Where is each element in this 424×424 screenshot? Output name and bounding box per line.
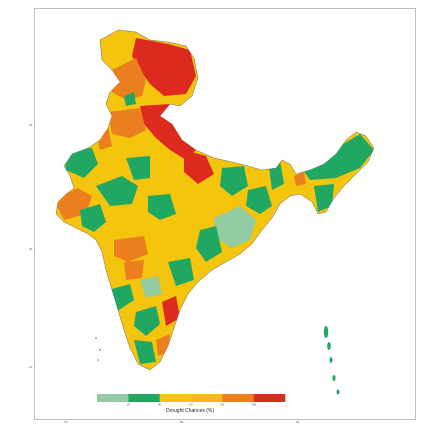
x-tick-label: 70	[64, 420, 68, 424]
region-east-lightgreen	[214, 206, 256, 248]
andaman-islands	[323, 326, 340, 395]
legend-tick-label: 20	[127, 403, 131, 407]
legend-tick-label: 60	[189, 403, 193, 407]
map-frame	[34, 8, 416, 420]
region-odisha-green	[196, 226, 222, 262]
legend-ticks: 20 40 60 80 100	[127, 403, 257, 407]
region-ne-green	[300, 134, 374, 180]
region-west-green	[80, 204, 106, 232]
region-deccan-green	[168, 258, 194, 286]
region-gujarat-green	[64, 148, 98, 178]
region-ne-orange	[294, 172, 306, 186]
region-south-orange	[124, 260, 144, 280]
y-tick-label: 30	[29, 123, 33, 127]
region-south-red	[162, 296, 180, 326]
legend-swatch	[253, 394, 286, 402]
region-central-orange	[114, 236, 148, 262]
x-tick-label: 80	[180, 420, 184, 424]
region-north-red	[140, 104, 196, 160]
region-south-green2	[134, 306, 160, 336]
region-bihar-green	[220, 166, 248, 196]
region-kerala-green	[134, 340, 156, 364]
legend-swatch	[97, 394, 129, 402]
legend-tick-label: 40	[158, 403, 162, 407]
region-rajasthan-green	[96, 176, 138, 206]
legend-title: Drought Chances (%)	[165, 408, 215, 414]
legend-swatch	[222, 394, 254, 402]
y-tick-label: 10	[29, 365, 33, 369]
y-tick-label: 20	[29, 247, 33, 251]
lakshadweep-islands	[95, 337, 101, 361]
region-central-green	[148, 194, 176, 220]
legend-tick-label: 100	[251, 403, 256, 407]
legend-swatch	[159, 394, 192, 402]
region-mp-green	[126, 156, 150, 180]
region-north-orange	[108, 108, 146, 138]
legend-swatch	[191, 394, 223, 402]
x-axis-ticks: 70 80 90	[64, 420, 300, 424]
legend-tick-label: 80	[221, 403, 225, 407]
region-ne-green2	[314, 184, 334, 212]
x-tick-label: 90	[296, 420, 300, 424]
region-kashmir-orange	[112, 58, 146, 100]
y-axis-ticks: 30 20 10	[29, 123, 33, 369]
region-ladakh-green	[124, 92, 136, 106]
legend-color-bar	[97, 394, 286, 402]
legend-swatch	[128, 394, 160, 402]
region-kashmir	[132, 38, 196, 96]
district-regions	[56, 38, 374, 364]
region-east-green2	[246, 186, 272, 214]
region-south-lightgreen	[140, 276, 162, 298]
region-up-red	[184, 150, 214, 184]
